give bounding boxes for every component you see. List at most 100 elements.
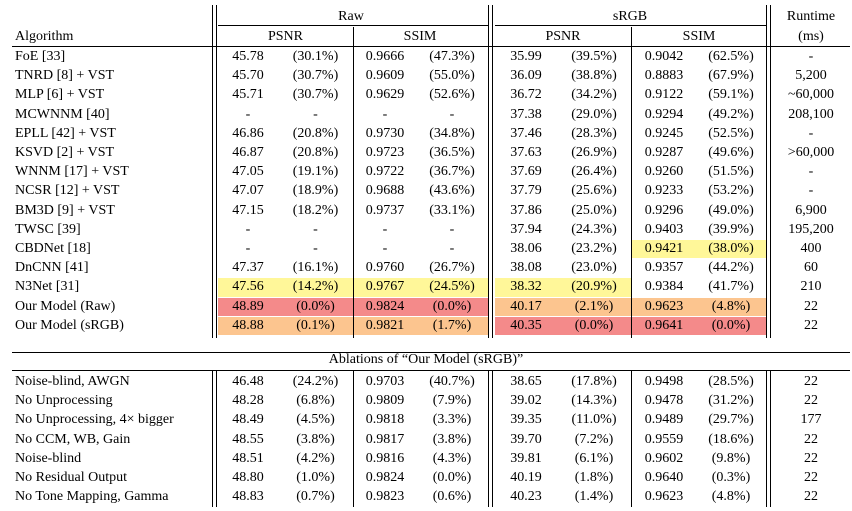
cell-raw-psnr-pct: (18.2%) <box>292 202 339 218</box>
cell-srgb-ssim: 0.9296 <box>644 202 684 218</box>
cell-raw-psnr-pct: (20.8%) <box>292 125 339 141</box>
cell-raw-psnr: 45.78 <box>232 49 264 64</box>
cell-srgb-psnr-pct: (0.0%) <box>574 317 614 333</box>
cell-raw-ssim: 0.9629 <box>365 87 405 103</box>
cell-srgb-psnr: 37.69 <box>510 164 542 180</box>
cell-srgb-psnr-pct: (25.0%) <box>571 202 617 218</box>
cell-srgb-ssim: 0.9260 <box>644 164 684 180</box>
cell-srgb-psnr-pct: (1.4%) <box>574 489 614 505</box>
vertical-rule <box>766 5 767 338</box>
cell-raw-ssim-pct: - <box>449 106 455 122</box>
cell-raw-psnr: 48.49 <box>232 412 264 428</box>
cell-raw-psnr: 46.48 <box>232 374 264 389</box>
row-label: EPLL [42] + VST <box>15 125 116 141</box>
cell-raw-ssim-pct: - <box>449 221 455 237</box>
cell-raw-psnr: 48.83 <box>232 489 264 505</box>
cell-srgb-ssim: 0.9602 <box>644 450 684 466</box>
cell-srgb-psnr: 36.09 <box>510 68 542 84</box>
cell-srgb-psnr: 37.79 <box>510 183 542 199</box>
horizontal-rule <box>218 25 488 26</box>
cell-raw-psnr: 48.28 <box>232 393 264 409</box>
cell-srgb-psnr: 39.81 <box>510 450 542 466</box>
cell-raw-ssim-pct: (33.1%) <box>429 202 475 218</box>
cell-srgb-psnr-pct: (39.5%) <box>571 49 617 64</box>
cell-runtime: 210 <box>800 279 822 295</box>
cell-srgb-ssim: 0.9640 <box>644 470 684 485</box>
cell-srgb-psnr: 39.02 <box>510 393 542 409</box>
cell-runtime: 22 <box>804 374 818 389</box>
cell-runtime: 22 <box>804 298 818 314</box>
cell-srgb-psnr-pct: (17.8%) <box>571 374 617 389</box>
cell-srgb-ssim-pct: (31.2%) <box>708 393 754 409</box>
cell-raw-ssim: 0.9609 <box>365 68 405 84</box>
cell-srgb-psnr-pct: (34.2%) <box>571 87 617 103</box>
cell-raw-psnr-pct: (6.8%) <box>296 393 335 409</box>
ablation-caption: Ablations of “Our Model (sRGB)” <box>328 352 524 367</box>
row-label: No Unprocessing <box>15 393 113 409</box>
cell-raw-psnr: 48.88 <box>232 317 264 333</box>
cell-srgb-psnr-pct: (7.2%) <box>574 431 614 447</box>
cell-srgb-ssim-pct: (52.5%) <box>708 125 754 141</box>
cell-srgb-psnr-pct: (38.8%) <box>571 68 617 84</box>
cell-srgb-psnr-pct: (2.1%) <box>574 298 614 314</box>
cell-raw-ssim-pct: (34.8%) <box>429 125 475 141</box>
vertical-rule <box>492 5 493 338</box>
highlight-cell <box>495 297 766 316</box>
cell-raw-psnr: - <box>245 241 251 256</box>
cell-raw-ssim: - <box>382 106 388 122</box>
cell-srgb-psnr: 39.70 <box>510 431 542 447</box>
vertical-rule <box>631 27 632 338</box>
cell-srgb-ssim-pct: (0.0%) <box>711 317 751 333</box>
header-srgb-psnr: PSNR <box>545 29 581 44</box>
cell-srgb-ssim: 0.9403 <box>644 221 684 237</box>
row-label: No Tone Mapping, Gamma <box>15 489 169 505</box>
cell-raw-ssim-pct: - <box>449 241 455 256</box>
cell-raw-psnr: 48.89 <box>232 298 264 314</box>
row-label: CBDNet [18] <box>15 241 91 256</box>
cell-raw-ssim: 0.9723 <box>365 145 405 160</box>
cell-srgb-ssim: 0.9357 <box>644 260 684 276</box>
cell-raw-ssim-pct: (0.0%) <box>432 470 472 485</box>
cell-srgb-psnr: 38.06 <box>510 241 542 256</box>
cell-raw-ssim-pct: (1.7%) <box>432 317 472 333</box>
cell-raw-ssim-pct: (55.0%) <box>429 68 475 84</box>
cell-runtime: 22 <box>804 450 818 466</box>
cell-raw-ssim: 0.9823 <box>365 489 405 505</box>
cell-srgb-ssim-pct: (4.8%) <box>711 298 751 314</box>
cell-srgb-ssim-pct: (4.8%) <box>711 489 751 505</box>
cell-raw-ssim: 0.9809 <box>365 393 405 409</box>
row-label: Our Model (sRGB) <box>15 317 124 333</box>
cell-raw-psnr-pct: (18.9%) <box>292 183 339 199</box>
cell-raw-ssim-pct: (36.5%) <box>429 145 475 160</box>
cell-runtime: ~60,000 <box>787 87 835 103</box>
cell-srgb-ssim: 0.9294 <box>644 106 684 122</box>
cell-srgb-psnr-pct: (14.3%) <box>571 393 617 409</box>
row-label: NCSR [12] + VST <box>15 183 120 199</box>
cell-srgb-ssim-pct: (38.0%) <box>708 241 754 256</box>
cell-raw-psnr-pct: (0.0%) <box>296 298 335 314</box>
cell-runtime: 5,200 <box>795 68 827 84</box>
horizontal-rule <box>12 46 850 47</box>
cell-srgb-ssim: 0.9421 <box>644 241 684 256</box>
highlight-cell <box>495 278 631 297</box>
cell-srgb-psnr: 37.63 <box>510 145 542 160</box>
cell-srgb-ssim-pct: (0.3%) <box>711 470 751 485</box>
cell-srgb-psnr-pct: (23.2%) <box>571 241 617 256</box>
vertical-rule <box>488 370 489 507</box>
row-label: No CCM, WB, Gain <box>15 431 131 447</box>
cell-raw-ssim-pct: (0.6%) <box>432 489 472 505</box>
cell-raw-ssim: 0.9824 <box>365 470 405 485</box>
header-group-raw: Raw <box>338 9 364 24</box>
vertical-rule <box>353 370 354 507</box>
horizontal-rule <box>12 352 850 353</box>
row-label: DnCNN [41] <box>15 260 89 276</box>
cell-raw-psnr: 45.71 <box>232 87 264 103</box>
cell-srgb-psnr-pct: (23.0%) <box>571 260 617 276</box>
cell-raw-ssim-pct: (52.6%) <box>429 87 475 103</box>
cell-srgb-psnr: 37.86 <box>510 202 542 218</box>
cell-srgb-ssim: 0.9489 <box>644 412 684 428</box>
cell-runtime: 195,200 <box>788 221 834 237</box>
header-raw-ssim: SSIM <box>403 29 437 44</box>
cell-runtime: >60,000 <box>787 145 835 160</box>
